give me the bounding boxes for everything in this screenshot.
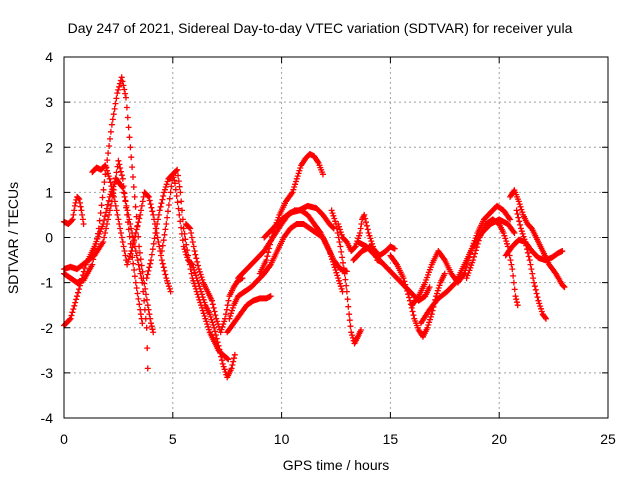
plus-markers [261, 202, 337, 241]
plus-markers [502, 236, 566, 264]
series-pass-14 [328, 207, 365, 347]
plus-markers [143, 166, 232, 363]
series-pass-5 [89, 162, 174, 295]
x-tick-label: 15 [383, 431, 399, 447]
y-tick-label: 2 [45, 139, 53, 155]
series-pass-8 [182, 221, 246, 336]
y-tick-label: 3 [45, 94, 53, 110]
series-pass-1 [61, 193, 87, 227]
series-pass-7 [158, 171, 238, 381]
x-tick-label: 5 [169, 431, 177, 447]
series-pass-10 [224, 293, 274, 336]
y-tick-label: -2 [41, 320, 54, 336]
series-pass-21 [463, 216, 521, 309]
x-tick-label: 25 [600, 431, 616, 447]
series-pass-6 [143, 166, 232, 363]
y-tick-label: -4 [41, 410, 54, 426]
x-tick-label: 0 [60, 431, 68, 447]
series-pass-22 [507, 187, 568, 291]
plus-markers [158, 171, 238, 381]
plus-markers [61, 193, 87, 227]
y-tick-label: -1 [41, 275, 54, 291]
plus-markers [507, 187, 568, 291]
plus-markers [224, 293, 274, 336]
x-tick-label: 10 [274, 431, 290, 447]
plus-markers [89, 162, 174, 295]
y-tick-label: 4 [45, 49, 53, 65]
axis-ticks: 0 5 10 15 20 25 -4 -3 -2 -1 0 1 2 3 4 [41, 49, 616, 447]
y-tick-label: 0 [45, 230, 53, 246]
chart-title: Day 247 of 2021, Sidereal Day-to-day VTE… [68, 20, 573, 36]
x-tick-label: 20 [491, 431, 507, 447]
x-axis-label: GPS time / hours [283, 457, 390, 473]
y-tick-label: 1 [45, 184, 53, 200]
y-tick-label: -3 [41, 365, 54, 381]
y-axis-label: SDTVAR / TECUs [5, 182, 21, 294]
data-marks [61, 74, 568, 381]
plus-markers [463, 216, 521, 309]
series-pass-24 [502, 236, 566, 264]
series-pass-13 [261, 202, 337, 241]
plus-markers [328, 207, 365, 347]
plus-markers [182, 221, 246, 336]
